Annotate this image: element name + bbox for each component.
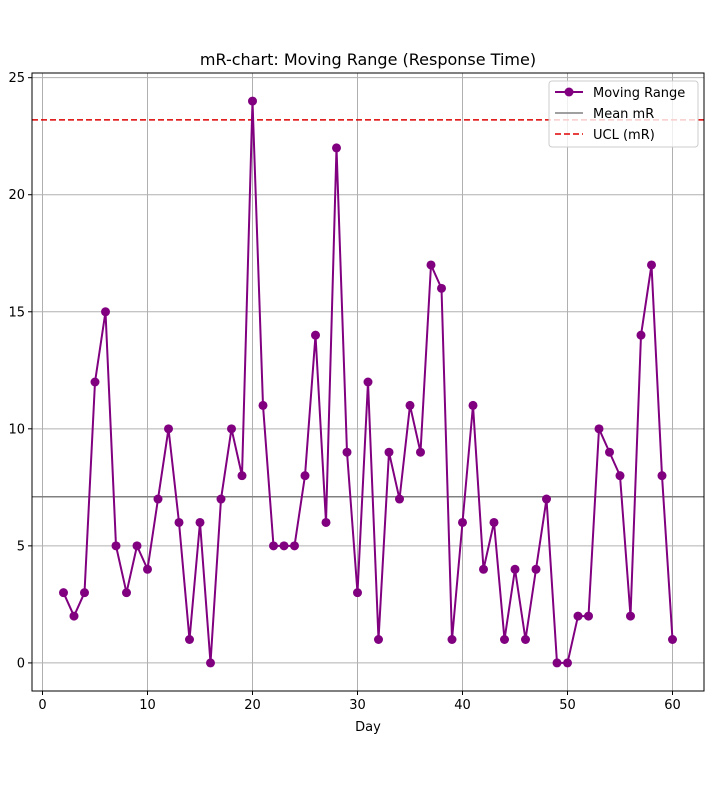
y-tick-label: 25: [8, 71, 25, 86]
data-point: [353, 588, 362, 598]
data-point: [269, 541, 278, 551]
data-point: [69, 611, 79, 621]
data-point: [290, 541, 299, 551]
x-axis-title: Day: [355, 720, 381, 735]
data-point: [59, 588, 68, 598]
data-point: [174, 517, 184, 527]
data-point: [332, 143, 341, 153]
y-tick-label: 10: [8, 422, 25, 437]
x-tick-label: 10: [139, 698, 156, 713]
y-tick-label: 15: [8, 305, 25, 320]
y-tick-label: 20: [8, 188, 25, 203]
data-point: [258, 400, 268, 410]
plot-frame: [31, 72, 705, 692]
data-point: [657, 471, 667, 481]
data-point: [101, 307, 110, 317]
data-point: [374, 635, 383, 644]
data-point: [636, 330, 646, 340]
data-point: [111, 541, 121, 551]
grid: [32, 73, 704, 691]
data-point: [143, 564, 152, 574]
data-point: [237, 471, 247, 481]
legend-marker-moving-range: [564, 87, 574, 97]
series-moving-range: [59, 96, 677, 668]
x-tick-label: 60: [664, 698, 681, 713]
data-point: [80, 588, 89, 598]
data-point: [563, 658, 572, 668]
data-point: [647, 260, 656, 270]
data-point: [458, 517, 467, 527]
data-point: [363, 377, 373, 387]
data-point: [437, 283, 446, 293]
axis-ticks: 0 10 20 30 40 50 60 0 5 10 15 20 25: [8, 71, 680, 713]
data-point: [489, 517, 499, 527]
data-point: [668, 635, 677, 644]
legend-label-moving-range: Moving Range: [593, 86, 685, 101]
y-tick-label: 0: [17, 656, 25, 671]
data-point: [122, 588, 131, 598]
legend-label-ucl-mr: UCL (mR): [593, 128, 655, 143]
data-point: [405, 400, 415, 410]
x-tick-label: 20: [244, 698, 261, 713]
data-point: [500, 635, 509, 644]
data-point: [447, 635, 457, 644]
data-point: [626, 611, 635, 621]
data-point: [416, 447, 425, 457]
data-point: [542, 494, 551, 504]
data-point: [321, 517, 331, 527]
legend: Moving Range Mean mR UCL (mR): [548, 80, 699, 148]
data-point: [153, 494, 163, 504]
data-point: [594, 424, 604, 434]
data-point: [195, 517, 205, 527]
data-point: [426, 260, 436, 270]
data-point: [248, 96, 257, 106]
data-point: [164, 424, 173, 434]
data-point: [615, 471, 625, 481]
data-point: [216, 494, 226, 504]
data-point: [573, 611, 583, 621]
data-point: [342, 447, 352, 457]
data-point: [384, 447, 394, 457]
data-point: [479, 564, 488, 574]
data-point: [185, 635, 194, 644]
x-tick-label: 30: [349, 698, 366, 713]
data-point: [468, 400, 478, 410]
legend-label-mean-mr: Mean mR: [593, 107, 654, 122]
data-point: [90, 377, 100, 387]
y-tick-label: 5: [17, 539, 25, 554]
data-point: [206, 658, 215, 668]
x-tick-label: 0: [38, 698, 46, 713]
data-point: [395, 494, 404, 504]
data-point: [552, 658, 562, 668]
data-point: [521, 635, 530, 644]
data-point: [531, 564, 541, 574]
data-point: [227, 424, 236, 434]
data-point: [300, 471, 310, 481]
data-point: [311, 330, 320, 340]
data-point: [132, 541, 142, 551]
x-tick-label: 40: [454, 698, 471, 713]
chart-title: mR-chart: Moving Range (Response Time): [200, 50, 536, 69]
data-point: [279, 541, 289, 551]
data-point: [605, 447, 614, 457]
x-tick-label: 50: [559, 698, 576, 713]
data-point: [584, 611, 593, 621]
data-point: [510, 564, 520, 574]
legend-box: [548, 80, 699, 148]
